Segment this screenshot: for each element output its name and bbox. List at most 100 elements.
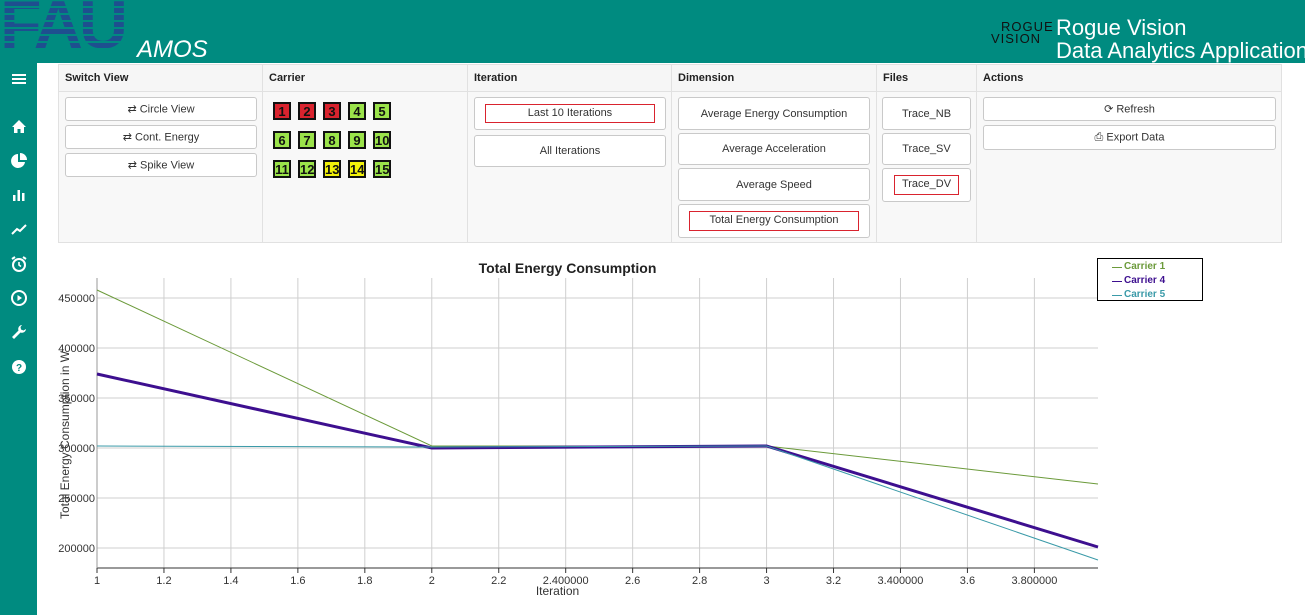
- logo-line-2: VISION: [991, 31, 1042, 46]
- series-line-carrier-1: [96, 289, 1099, 485]
- y-axis-label: Total Energy Consumption in W: [58, 350, 72, 519]
- avg-acceleration-button[interactable]: Average Acceleration: [678, 133, 870, 165]
- alarm-clock-icon[interactable]: [9, 254, 29, 274]
- actions-section: Actions ⟳ Refresh ⎙ Export Data: [977, 65, 1281, 242]
- home-icon[interactable]: [9, 117, 29, 137]
- chart-legend: Carrier 1 Carrier 4 Carrier 5: [1097, 258, 1203, 301]
- trace-nb-button[interactable]: Trace_NB: [882, 97, 971, 130]
- chart-title: Total Energy Consumption: [479, 260, 657, 276]
- cont-energy-button[interactable]: ⇄ Cont. Energy: [65, 125, 257, 149]
- y-tick-label: 200000: [58, 543, 95, 555]
- sidebar: ?: [0, 63, 37, 615]
- rogue-vision-logo: ROGUE VISION: [990, 18, 1054, 48]
- legend-item[interactable]: Carrier 5: [1112, 289, 1166, 300]
- y-tick-label: 250000: [58, 493, 95, 505]
- app-header: FAU AMOS ROGUE VISION Rogue Vision Data …: [0, 0, 1305, 63]
- switch-view-title: Switch View: [59, 65, 262, 92]
- y-tick-label: 350000: [58, 393, 95, 405]
- bar-chart-icon[interactable]: [9, 185, 29, 205]
- play-circle-icon[interactable]: [9, 288, 29, 308]
- x-tick-label: 2.2: [491, 575, 506, 587]
- x-axis-label: Iteration: [536, 584, 579, 598]
- carrier-toggle-9[interactable]: 9: [348, 131, 366, 149]
- carrier-toggle-4[interactable]: 4: [348, 102, 366, 120]
- legend-label: Carrier 4: [1124, 275, 1166, 286]
- app-subtitle: AMOS: [137, 36, 208, 63]
- x-tick-label: 3.2: [826, 575, 841, 587]
- selected-indicator: Last 10 Iterations: [485, 104, 655, 123]
- circle-view-button[interactable]: ⇄ Circle View: [65, 97, 257, 121]
- legend-label: Carrier 1: [1124, 261, 1166, 272]
- fau-logo: FAU: [0, 0, 128, 59]
- app-title-block: Rogue Vision Data Analytics Application: [1056, 16, 1305, 62]
- app-title: Data Analytics Application: [1056, 38, 1305, 63]
- svg-text:?: ?: [16, 363, 22, 374]
- x-tick-label: 2.6: [625, 575, 640, 587]
- wrench-icon[interactable]: [9, 322, 29, 342]
- logo-line-1: ROGUE: [1001, 19, 1054, 34]
- carrier-toggle-13[interactable]: 13: [323, 160, 341, 178]
- files-title: Files: [877, 65, 976, 92]
- x-tick-label: 1.2: [156, 575, 171, 587]
- x-tick-label: 2.400000: [543, 575, 589, 587]
- carrier-toggle-11[interactable]: 11: [273, 160, 291, 178]
- series-line-carrier-5: [96, 445, 1099, 561]
- trace-dv-button[interactable]: Trace_DV: [882, 168, 971, 202]
- legend-swatch: [1112, 281, 1122, 282]
- selected-indicator: Total Energy Consumption: [689, 211, 859, 231]
- x-tick-label: 1.8: [357, 575, 372, 587]
- x-tick-label: 1.4: [223, 575, 238, 587]
- carrier-title: Carrier: [263, 65, 467, 92]
- selected-indicator: Trace_DV: [894, 175, 959, 195]
- y-tick-label: 300000: [58, 443, 95, 455]
- series-line-carrier-4: [96, 372, 1099, 549]
- carrier-toggle-2[interactable]: 2: [298, 102, 316, 120]
- x-tick-label: 2.8: [692, 575, 707, 587]
- x-tick-label: 2: [429, 575, 435, 587]
- switch-view-section: Switch View ⇄ Circle View ⇄ Cont. Energy…: [59, 65, 263, 242]
- spike-view-button[interactable]: ⇄ Spike View: [65, 153, 257, 177]
- y-tick-label: 400000: [58, 343, 95, 355]
- iteration-section: Iteration Last 10 Iterations All Iterati…: [468, 65, 672, 242]
- total-energy-chart: 200000 250000 300000 350000 400000 450000 1 1.2…: [58, 260, 1099, 598]
- carrier-toggle-5[interactable]: 5: [373, 102, 391, 120]
- legend-swatch: [1112, 295, 1122, 296]
- legend-swatch: [1112, 267, 1122, 268]
- control-panel: Switch View ⇄ Circle View ⇄ Cont. Energy…: [58, 64, 1282, 243]
- files-section: Files Trace_NB Trace_SV Trace_DV: [877, 65, 977, 242]
- iteration-title: Iteration: [468, 65, 671, 92]
- x-tick-label: 3.400000: [878, 575, 924, 587]
- carrier-toggle-8[interactable]: 8: [323, 131, 341, 149]
- trace-sv-button[interactable]: Trace_SV: [882, 133, 971, 165]
- carrier-section: Carrier 1 2 3 4 5 6 7 8 9 10 11 12 13 14 15: [263, 65, 468, 242]
- carrier-toggle-3[interactable]: 3: [323, 102, 341, 120]
- carrier-toggle-7[interactable]: 7: [298, 131, 316, 149]
- dimension-section: Dimension Average Energy Consumption Ave…: [672, 65, 877, 242]
- help-icon[interactable]: ?: [9, 357, 29, 377]
- x-tick-label: 3.6: [960, 575, 975, 587]
- all-iterations-button[interactable]: All Iterations: [474, 135, 666, 167]
- carrier-toggle-1[interactable]: 1: [273, 102, 291, 120]
- line-chart-icon[interactable]: [9, 219, 29, 239]
- carrier-toggle-14[interactable]: 14: [348, 160, 366, 178]
- x-tick-label: 1.6: [290, 575, 305, 587]
- pie-chart-icon[interactable]: [9, 151, 29, 171]
- x-tick-label: 3: [764, 575, 770, 587]
- export-data-button[interactable]: ⎙ Export Data: [983, 125, 1276, 150]
- menu-icon[interactable]: [9, 69, 29, 89]
- brand-name: Rogue Vision: [1056, 15, 1187, 40]
- legend-item[interactable]: Carrier 1: [1112, 261, 1166, 272]
- last-10-iterations-button[interactable]: Last 10 Iterations: [474, 97, 666, 130]
- dimension-title: Dimension: [672, 65, 876, 92]
- legend-item[interactable]: Carrier 4: [1112, 275, 1166, 286]
- carrier-toggle-6[interactable]: 6: [273, 131, 291, 149]
- refresh-button[interactable]: ⟳ Refresh: [983, 97, 1276, 121]
- carrier-toggle-12[interactable]: 12: [298, 160, 316, 178]
- avg-energy-consumption-button[interactable]: Average Energy Consumption: [678, 97, 870, 130]
- avg-speed-button[interactable]: Average Speed: [678, 168, 870, 201]
- x-tick-label: 3.800000: [1011, 575, 1057, 587]
- carrier-toggle-15[interactable]: 15: [373, 160, 391, 178]
- legend-label: Carrier 5: [1124, 289, 1166, 300]
- total-energy-consumption-button[interactable]: Total Energy Consumption: [678, 204, 870, 238]
- carrier-toggle-10[interactable]: 10: [373, 131, 391, 149]
